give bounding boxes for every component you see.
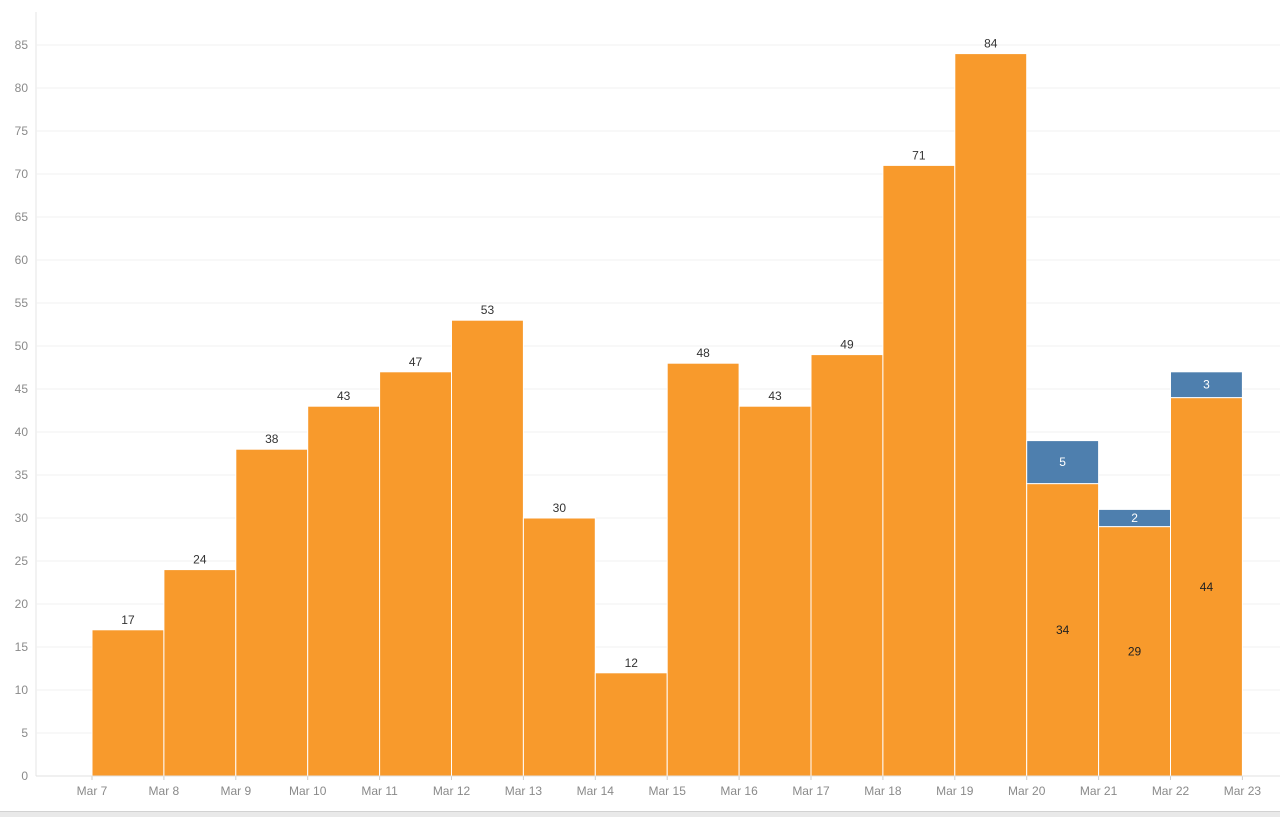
y-tick-label: 0	[21, 769, 28, 783]
x-tick-label: Mar 22	[1152, 784, 1190, 798]
y-axis: 0 5 10 15 20 25 30 35 40 45 50 55 60 65 70 75 80 85	[15, 38, 29, 783]
x-tick-label: Mar 7	[77, 784, 108, 798]
bar-segment-orange[interactable]	[379, 371, 453, 777]
data-label: 12	[625, 656, 639, 670]
bar-segment-orange[interactable]	[91, 629, 165, 777]
y-tick-label: 80	[15, 81, 29, 95]
x-tick-label: Mar 10	[289, 784, 327, 798]
y-tick-label: 45	[15, 382, 29, 396]
data-label: 38	[265, 432, 279, 446]
bar-segment-orange[interactable]	[810, 354, 884, 777]
bar-segment-orange[interactable]	[666, 362, 740, 777]
y-tick-label: 5	[21, 726, 28, 740]
data-label: 53	[481, 303, 495, 317]
data-label: 71	[912, 148, 926, 162]
y-tick-label: 85	[15, 38, 29, 52]
x-axis: Mar 7 Mar 8 Mar 9 Mar 10 Mar 11 Mar 12 Mar 13 M…	[36, 775, 1280, 798]
data-label: 44	[1200, 580, 1214, 594]
data-label: 24	[193, 553, 207, 567]
y-tick-label: 35	[15, 468, 29, 482]
data-label: 49	[840, 338, 854, 352]
bar-segment-blue[interactable]	[1170, 371, 1243, 399]
x-tick-label: Mar 19	[936, 784, 974, 798]
data-label: 2	[1131, 511, 1138, 525]
y-tick-label: 55	[15, 296, 29, 310]
bar-segment-orange[interactable]	[451, 319, 524, 777]
x-tick-label: Mar 20	[1008, 784, 1046, 798]
bar-segment-orange[interactable]	[738, 405, 812, 777]
y-tick-label: 10	[15, 683, 29, 697]
bar-segment-orange[interactable]	[954, 53, 1028, 777]
data-label: 84	[984, 37, 998, 51]
bars-layer	[91, 53, 1243, 777]
bar-segment-blue[interactable]	[1026, 440, 1100, 485]
y-tick-label: 65	[15, 210, 29, 224]
data-label: 47	[409, 355, 423, 369]
y-tick-label: 15	[15, 640, 29, 654]
data-label: 43	[768, 389, 782, 403]
x-tick-label: Mar 17	[792, 784, 830, 798]
bar-segment-orange[interactable]	[594, 672, 668, 777]
y-tick-label: 20	[15, 597, 29, 611]
y-tick-label: 60	[15, 253, 29, 267]
x-tick-label: Mar 16	[720, 784, 758, 798]
x-tick-label: Mar 21	[1080, 784, 1118, 798]
y-tick-label: 75	[15, 124, 29, 138]
bar-segment-orange[interactable]	[235, 448, 309, 777]
x-tick-label: Mar 23	[1224, 784, 1262, 798]
y-tick-label: 50	[15, 339, 29, 353]
bar-segment-orange[interactable]	[882, 164, 956, 777]
data-label: 34	[1056, 623, 1070, 637]
bar-segment-orange[interactable]	[163, 569, 237, 777]
y-tick-label: 40	[15, 425, 29, 439]
data-label: 29	[1128, 644, 1142, 658]
bottom-scroll-strip	[0, 811, 1280, 817]
data-labels-layer: 17 24 38 43 47 53 30 12 48 43 49 71 84 34 5 29 2 44 3	[121, 37, 1213, 670]
data-label: 48	[696, 346, 710, 360]
x-tick-label: Mar 12	[433, 784, 471, 798]
bar-segment-orange[interactable]	[307, 405, 381, 777]
data-label: 30	[553, 501, 567, 515]
y-tick-label: 70	[15, 167, 29, 181]
x-tick-label: Mar 15	[649, 784, 687, 798]
x-tick-label: Mar 14	[577, 784, 615, 798]
y-tick-label: 30	[15, 511, 29, 525]
y-tick-label: 25	[15, 554, 29, 568]
x-tick-label: Mar 13	[505, 784, 543, 798]
x-tick-label: Mar 11	[361, 784, 398, 798]
data-label: 43	[337, 389, 351, 403]
x-tick-label: Mar 18	[864, 784, 902, 798]
data-label: 17	[121, 613, 135, 627]
bar-segment-orange[interactable]	[522, 517, 596, 777]
x-tick-label: Mar 9	[220, 784, 251, 798]
data-label: 5	[1059, 455, 1066, 469]
data-label: 3	[1203, 378, 1210, 392]
x-tick-label: Mar 8	[149, 784, 180, 798]
